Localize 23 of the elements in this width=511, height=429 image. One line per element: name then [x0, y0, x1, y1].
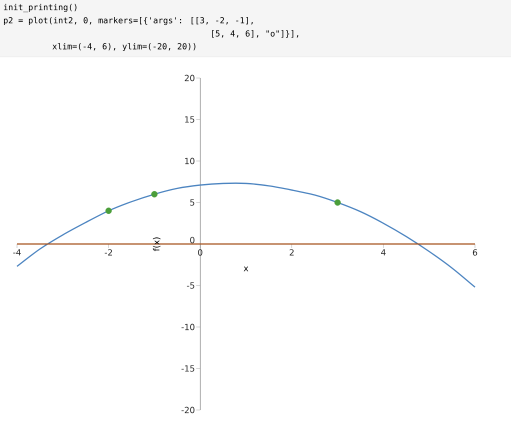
y-tick-label: -15 — [182, 365, 194, 372]
point — [105, 208, 112, 214]
y-axis-title: f(x) — [152, 237, 160, 252]
y-tick-label: 10 — [185, 158, 194, 164]
x-tick-label: 4 — [381, 249, 386, 256]
y-tick-label: 0 — [190, 236, 194, 244]
y-tick-label: -10 — [182, 324, 194, 330]
x-tick-label: -4 — [13, 249, 21, 256]
text: xlim=(-4, 6), ylim=(-20, 20)) — [52, 42, 196, 52]
y-tick-label: 15 — [185, 116, 194, 123]
text: init_printing() — [4, 4, 76, 12]
y-tick-label: -5 — [186, 282, 194, 289]
text: p2 = plot(int2, 0, markers=[{'args': [[3, -2, -1], — [4, 16, 253, 26]
y-tick-label: 20 — [184, 74, 194, 82]
point — [334, 199, 341, 206]
point — [151, 191, 158, 198]
x-axis-title: x — [244, 266, 248, 272]
x-tick-label: 2 — [290, 249, 294, 256]
x-tick-label: -2 — [104, 249, 112, 256]
text: [5, 4, 6], "o"]}], — [212, 30, 298, 38]
x-tick-label: 6 — [472, 249, 478, 256]
y-tick-label: 5 — [190, 199, 194, 206]
y-tick-label: -20 — [182, 406, 194, 414]
